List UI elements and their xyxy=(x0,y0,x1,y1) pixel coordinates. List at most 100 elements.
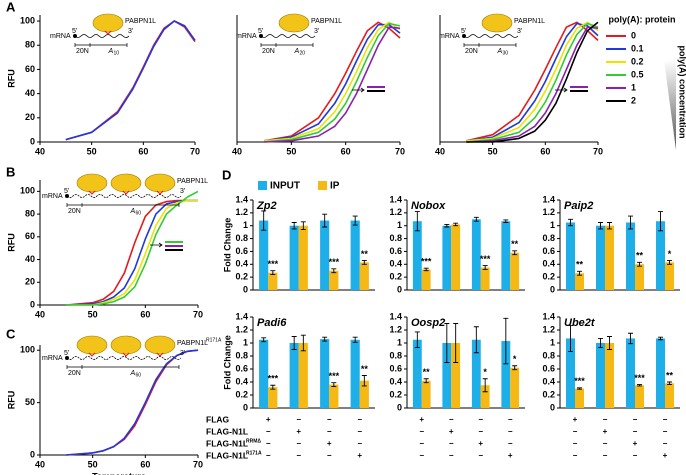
y-tick-label: 1 xyxy=(243,220,248,230)
table-cell: − xyxy=(419,439,424,448)
x-tick-label: 60 xyxy=(138,146,148,156)
y-tick-label: 1.2 xyxy=(235,207,248,217)
error-bar xyxy=(270,384,276,390)
bar xyxy=(421,269,431,290)
table-cell: − xyxy=(633,451,638,460)
bar xyxy=(359,262,369,290)
significance: * xyxy=(483,367,487,377)
error-bar xyxy=(482,265,488,270)
table-cell: − xyxy=(327,427,332,436)
tail-label: A xyxy=(108,48,114,55)
tail-sub: 30 xyxy=(503,50,509,56)
row-label: FLAG xyxy=(206,414,230,424)
error-bar xyxy=(568,325,573,352)
error-bar xyxy=(637,384,642,387)
tail-label: A xyxy=(130,370,136,377)
five-prime: 5' xyxy=(64,188,69,195)
linker-label: 20N xyxy=(262,48,275,55)
tail-sub: 10 xyxy=(114,50,120,56)
protein-blob xyxy=(76,335,108,355)
tail-sub: 60 xyxy=(136,372,142,378)
table-cell: − xyxy=(603,451,608,460)
table-cell: − xyxy=(327,415,332,424)
legend-label: 0 xyxy=(631,30,636,40)
error-bar xyxy=(331,268,337,274)
table-cell: − xyxy=(327,451,332,460)
y-tick-label: 0.4 xyxy=(542,376,555,386)
row-label-sup: R171A xyxy=(246,450,262,456)
bar xyxy=(596,343,605,408)
bar xyxy=(298,343,308,408)
bracket xyxy=(463,43,517,47)
table-cell: − xyxy=(266,439,271,448)
bar xyxy=(350,339,360,408)
curve xyxy=(264,21,401,142)
curve xyxy=(264,22,401,143)
error-bar xyxy=(628,215,633,230)
significance: ** xyxy=(666,370,674,380)
error-bar xyxy=(291,336,297,350)
three-prime: 3' xyxy=(517,28,522,35)
linker-label: 20N xyxy=(76,48,89,55)
x-tick-label: 70 xyxy=(395,146,405,156)
y-tick-label: 1.2 xyxy=(389,324,402,334)
legend-swatch xyxy=(258,181,267,190)
error-bar xyxy=(423,267,429,272)
y-tick-label: 80 xyxy=(25,208,35,218)
legend-label: IP xyxy=(330,181,340,192)
bar xyxy=(442,225,452,290)
y-tick-label: 0 xyxy=(550,402,555,412)
legend-title: poly(A): protein xyxy=(609,14,676,24)
x-tick-label: 40 xyxy=(35,459,45,469)
table-cell: + xyxy=(633,439,638,448)
x-tick-label: 60 xyxy=(140,459,150,469)
y-tick-label: 1 xyxy=(397,337,402,347)
tail-sub: 60 xyxy=(136,210,142,216)
rna-strand xyxy=(66,356,182,360)
error-bar xyxy=(577,270,582,276)
rna-strand xyxy=(260,34,316,38)
significance: *** xyxy=(574,376,585,386)
y-tick-label: 80 xyxy=(25,40,35,50)
significance: ** xyxy=(361,249,369,259)
error-bar xyxy=(423,378,429,384)
x-tick-label: 50 xyxy=(88,459,98,469)
three-prime: 3' xyxy=(314,28,319,35)
x-tick-label: 50 xyxy=(488,146,498,156)
bar xyxy=(656,221,665,290)
row-label: FLAG-N1L xyxy=(206,426,248,436)
table-cell: − xyxy=(357,415,362,424)
rna-label: mRNA xyxy=(42,355,63,362)
table-cell: − xyxy=(266,427,271,436)
error-bar xyxy=(473,326,479,354)
y-axis-label: Fold Change xyxy=(222,218,232,273)
legend-label: INPUT xyxy=(270,181,300,192)
table-cell: − xyxy=(663,427,668,436)
bar xyxy=(259,220,269,290)
significance: *** xyxy=(421,257,432,267)
bar xyxy=(320,220,330,290)
binding xyxy=(104,30,112,35)
significance: *** xyxy=(268,374,279,384)
table-cell: − xyxy=(296,415,301,424)
curve xyxy=(466,22,599,142)
y-tick-label: 100 xyxy=(20,15,35,25)
table-cell: − xyxy=(449,451,454,460)
error-bar xyxy=(361,259,367,265)
curve xyxy=(466,26,599,143)
curve xyxy=(264,21,401,142)
y-tick-label: 0.8 xyxy=(235,350,248,360)
y-axis-label: RFU xyxy=(6,69,16,88)
error-bar xyxy=(291,222,297,230)
bar xyxy=(268,272,278,290)
curve xyxy=(466,21,599,142)
significance: ** xyxy=(576,260,584,270)
y-axis-label: RFU xyxy=(6,233,16,252)
bar xyxy=(635,385,644,408)
table-cell: + xyxy=(508,451,513,460)
binding xyxy=(156,352,164,357)
table-cell: + xyxy=(449,427,454,436)
y-tick-label: 1.4 xyxy=(389,194,402,204)
table-cell: − xyxy=(357,439,362,448)
